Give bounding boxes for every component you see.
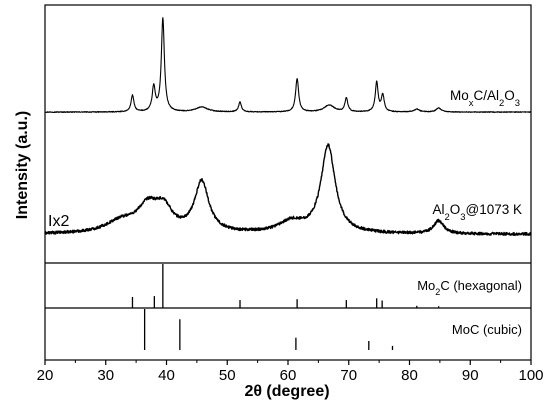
x-tick-label-60: 60 xyxy=(280,367,297,384)
y-axis-label: Intensity (a.u.) xyxy=(14,111,31,219)
scale-factor-label: Ix2 xyxy=(48,213,69,230)
pattern-line-1 xyxy=(44,17,532,113)
pattern-line-2 xyxy=(44,143,532,236)
series-label-1: MoxC/Al2O3 xyxy=(450,88,520,109)
x-tick-label-20: 20 xyxy=(37,367,54,384)
reference-label-2: MoC (cubic) xyxy=(452,322,522,337)
x-tick-label-70: 70 xyxy=(340,367,357,384)
series-layer xyxy=(44,17,532,236)
reference-label-1: Mo2C (hexagonal) xyxy=(417,278,522,297)
x-axis-label: 2θ (degree) xyxy=(244,383,329,400)
x-tick-label-50: 50 xyxy=(219,367,236,384)
x-tick-label-100: 100 xyxy=(518,367,543,384)
x-axis: 20 30 40 50 60 70 80 90 100 xyxy=(37,360,544,384)
label-layer: MoxC/Al2O3 Al2O3@1073 K Ix2 Mo2C (hexagonal… xyxy=(48,88,522,337)
plot-border xyxy=(44,4,532,361)
plot-frame xyxy=(44,4,532,361)
reference-layer xyxy=(131,264,440,350)
x-tick-label-40: 40 xyxy=(158,367,175,384)
series-label-2: Al2O3@1073 K xyxy=(432,202,522,223)
x-tick-label-30: 30 xyxy=(97,367,114,384)
x-tick-label-80: 80 xyxy=(401,367,418,384)
x-tick-label-90: 90 xyxy=(462,367,479,384)
